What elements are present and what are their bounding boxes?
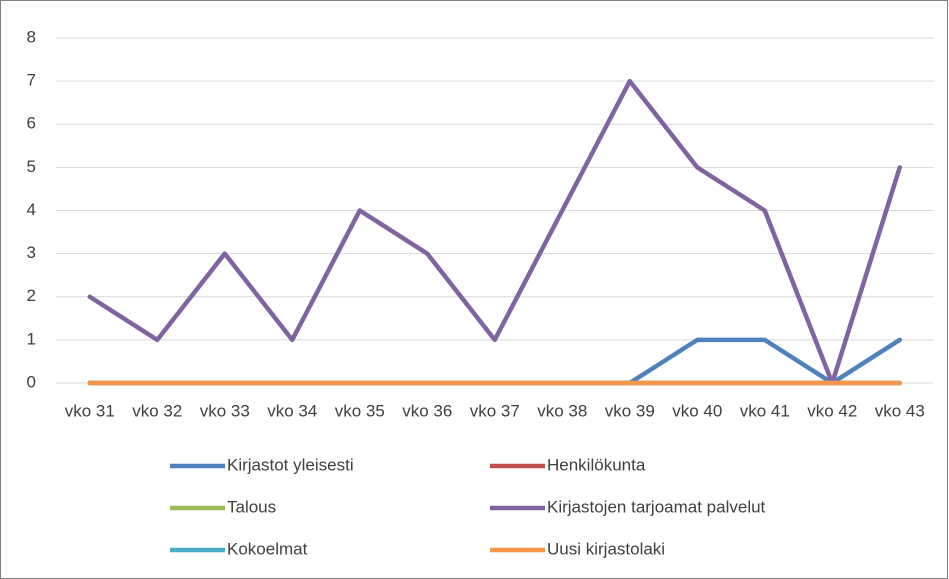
x-tick-label: vko 43 (875, 401, 925, 420)
x-tick-label: vko 42 (807, 401, 857, 420)
y-tick-label: 7 (27, 71, 36, 90)
y-tick-label: 0 (27, 372, 36, 391)
legend-label: Henkilökunta (547, 455, 646, 474)
y-tick-label: 4 (27, 200, 36, 219)
legend-label: Uusi kirjastolaki (547, 539, 665, 558)
y-tick-label: 6 (27, 114, 36, 133)
series-line (87, 78, 902, 386)
x-tick-label: vko 35 (335, 401, 385, 420)
legend-label: Kokoelmat (227, 539, 308, 558)
x-tick-label: vko 40 (672, 401, 722, 420)
y-tick-label: 1 (27, 329, 36, 348)
x-tick-label: vko 38 (537, 401, 587, 420)
legend-label: Kirjastojen tarjoamat palvelut (547, 497, 766, 516)
x-tick-label: vko 41 (740, 401, 790, 420)
legend-label: Kirjastot yleisesti (227, 455, 354, 474)
x-tick-label: vko 39 (605, 401, 655, 420)
legend-label: Talous (227, 497, 276, 516)
x-tick-label: vko 37 (470, 401, 520, 420)
y-tick-label: 3 (27, 243, 36, 262)
x-tick-label: vko 33 (200, 401, 250, 420)
x-tick-label: vko 32 (132, 401, 182, 420)
y-tick-label: 5 (27, 157, 36, 176)
y-tick-label: 8 (27, 27, 36, 46)
x-tick-label: vko 31 (65, 401, 115, 420)
x-tick-label: vko 34 (267, 401, 317, 420)
x-tick-label: vko 36 (402, 401, 452, 420)
y-tick-label: 2 (27, 286, 36, 305)
